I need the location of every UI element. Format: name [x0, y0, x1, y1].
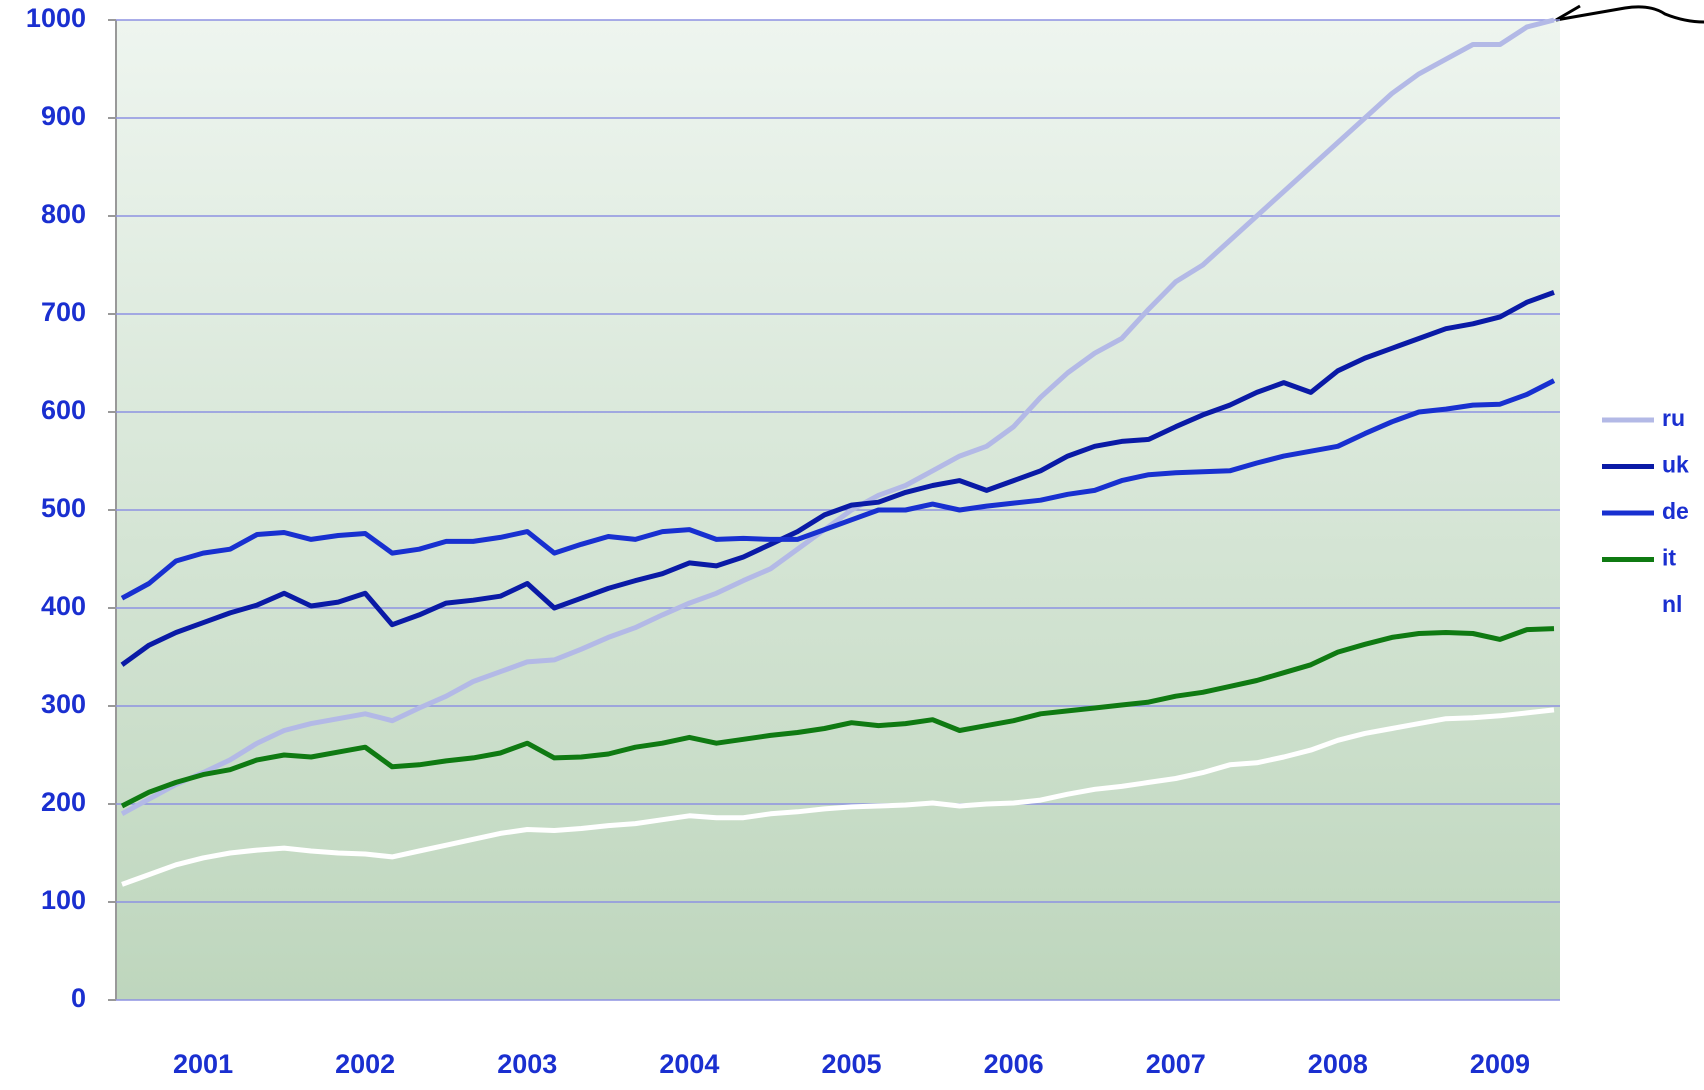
legend-label: uk — [1662, 452, 1689, 478]
series-line — [120, 17, 1555, 816]
x-tick-label: 2005 — [821, 1049, 881, 1079]
y-tick-label: 600 — [41, 395, 86, 425]
y-tick-label: 900 — [41, 101, 86, 131]
y-tick-label: 0 — [71, 983, 86, 1013]
y-tick-label: 800 — [41, 199, 86, 229]
series-line — [120, 626, 1555, 809]
legend-label: nl — [1662, 591, 1682, 617]
legend-label: it — [1662, 545, 1676, 571]
x-tick-label: 2004 — [659, 1049, 719, 1079]
y-tick-label: 100 — [41, 885, 86, 915]
y-tick-label: 300 — [41, 689, 86, 719]
x-tick-label: 2009 — [1470, 1049, 1530, 1079]
x-tick-label: 2008 — [1308, 1049, 1368, 1079]
x-tick-label: 2003 — [497, 1049, 557, 1079]
x-tick-label: 2002 — [335, 1049, 395, 1079]
y-tick-label: 200 — [41, 787, 86, 817]
y-tick-label: 500 — [41, 493, 86, 523]
y-tick-label: 1000 — [26, 3, 86, 33]
x-tick-label: 2006 — [984, 1049, 1044, 1079]
x-tick-label: 2001 — [173, 1049, 233, 1079]
series-line — [120, 290, 1555, 667]
legend-label: de — [1662, 498, 1689, 524]
callout-line — [1555, 5, 1704, 24]
x-tick-label: 2007 — [1146, 1049, 1206, 1079]
legend-label: ru — [1662, 405, 1685, 431]
callout-line — [1555, 4, 1581, 22]
series-line — [120, 378, 1556, 601]
series-line — [121, 707, 1555, 887]
y-tick-label: 400 — [41, 591, 86, 621]
y-tick-label: 700 — [41, 297, 86, 327]
